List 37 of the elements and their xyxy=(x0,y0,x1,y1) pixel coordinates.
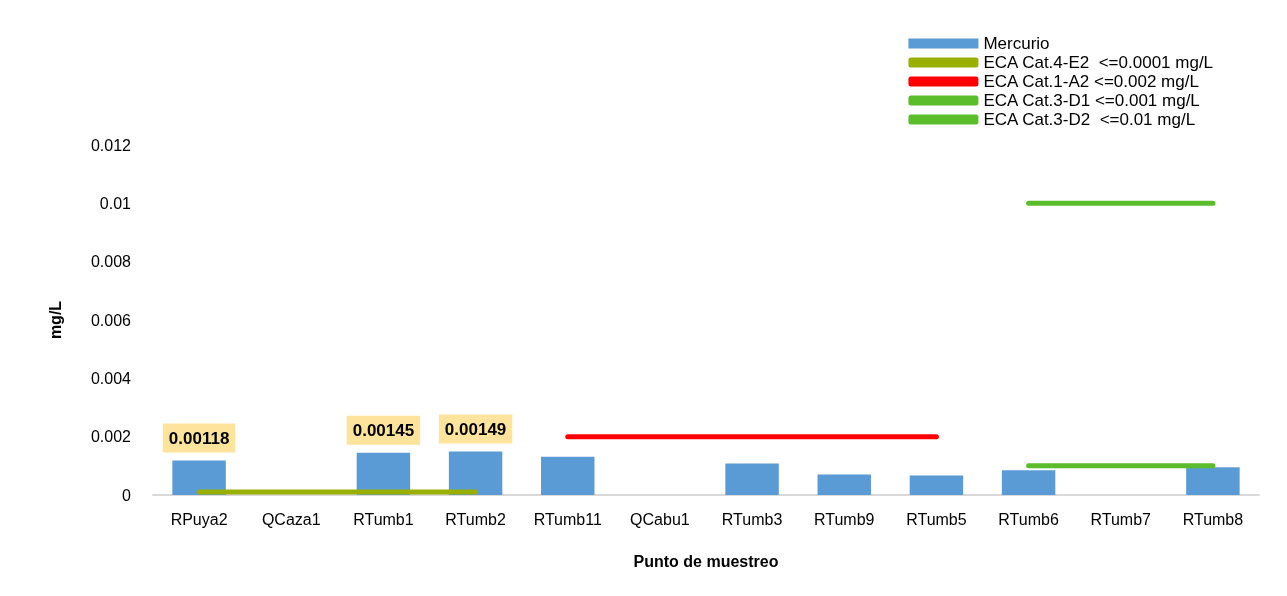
y-tick-label: 0.01 xyxy=(99,194,132,212)
legend-label: ECA Cat.4-E2 <=0.0001 mg/L xyxy=(983,53,1214,72)
legend-label: ECA Cat.3-D1 <=0.001 mg/L xyxy=(983,91,1200,110)
y-tick-label: 0.006 xyxy=(90,311,132,329)
data-label: 0.00145 xyxy=(352,420,415,440)
x-tick-label: QCaza1 xyxy=(261,510,321,528)
x-tick-label: RTumb11 xyxy=(533,510,602,528)
y-tick-label: 0.004 xyxy=(90,369,132,387)
data-label: 0.00118 xyxy=(168,428,230,448)
x-tick-label: RTumb2 xyxy=(445,510,506,528)
x-tick-label: RTumb3 xyxy=(721,510,783,528)
bar xyxy=(1001,470,1056,495)
x-axis-title: Punto de muestreo xyxy=(633,552,779,570)
bar xyxy=(541,456,595,495)
bar xyxy=(725,463,779,495)
x-tick-label: RTumb7 xyxy=(1090,510,1152,528)
bar xyxy=(1186,467,1240,495)
bar xyxy=(817,474,871,495)
y-tick-label: 0.002 xyxy=(90,428,132,446)
x-tick-label: RTumb5 xyxy=(906,510,967,528)
legend-label: ECA Cat.3-D2 <=0.01 mg/L xyxy=(983,110,1196,129)
y-axis-title: mg/L xyxy=(46,300,64,340)
x-tick-label: RTumb9 xyxy=(814,510,875,528)
data-label: 0.00149 xyxy=(444,419,507,439)
x-tick-label: RTumb8 xyxy=(1182,510,1244,528)
bar xyxy=(172,460,226,495)
x-tick-label: RPuya2 xyxy=(170,510,228,528)
y-tick-label: 0.012 xyxy=(90,136,132,154)
y-tick-label: 0.008 xyxy=(90,253,132,271)
x-tick-label: RTumb6 xyxy=(998,510,1059,528)
x-tick-label: QCabu1 xyxy=(630,510,690,528)
x-tick-label: RTumb1 xyxy=(353,510,414,528)
bar xyxy=(909,475,964,495)
legend-label: ECA Cat.1-A2 <=0.002 mg/L xyxy=(983,72,1199,91)
legend-label: Mercurio xyxy=(983,34,1050,53)
bar xyxy=(448,451,503,495)
y-tick-label: 0 xyxy=(122,486,132,504)
